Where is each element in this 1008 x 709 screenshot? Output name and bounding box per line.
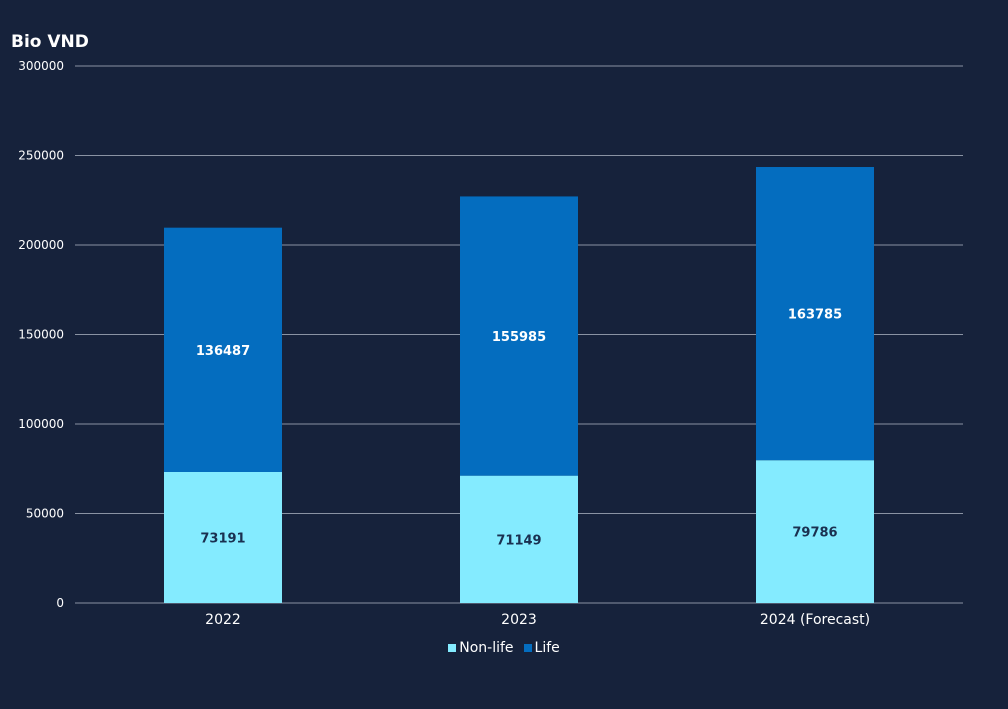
bar-non-life <box>756 460 874 603</box>
data-label-life: 163785 <box>788 308 842 323</box>
data-label-non-life: 71149 <box>496 533 541 548</box>
x-tick-label: 2022 <box>205 612 241 628</box>
legend-item-non-life[interactable]: Non-life <box>448 640 514 656</box>
x-tick-label: 2023 <box>501 612 537 628</box>
y-tick-label: 200000 <box>18 238 64 252</box>
legend-item-life[interactable]: Life <box>523 640 560 656</box>
legend: Non-life Life <box>0 640 1008 656</box>
bar-non-life <box>164 471 282 603</box>
data-label-life: 155985 <box>492 330 546 345</box>
x-tick-label: 2024 (Forecast) <box>760 612 870 628</box>
legend-label-non-life: Non-life <box>459 640 514 656</box>
bar-life <box>460 196 578 476</box>
data-label-life: 136487 <box>196 344 250 359</box>
y-tick-label: 100000 <box>18 417 64 431</box>
data-label-non-life: 79786 <box>792 526 837 541</box>
legend-label-life: Life <box>534 640 560 656</box>
y-tick-label: 300000 <box>18 59 64 73</box>
legend-swatch-non-life <box>448 644 457 652</box>
y-tick-label: 250000 <box>18 149 64 163</box>
bar-life <box>164 227 282 472</box>
bar-life <box>756 167 874 461</box>
y-axis-unit-label: Bio VND <box>11 32 89 52</box>
data-label-non-life: 73191 <box>200 531 245 546</box>
bar-non-life <box>460 475 578 603</box>
y-tick-label: 0 <box>56 596 64 610</box>
legend-swatch-life <box>523 644 532 652</box>
y-tick-label: 150000 <box>18 328 64 342</box>
y-tick-label: 50000 <box>26 507 64 521</box>
